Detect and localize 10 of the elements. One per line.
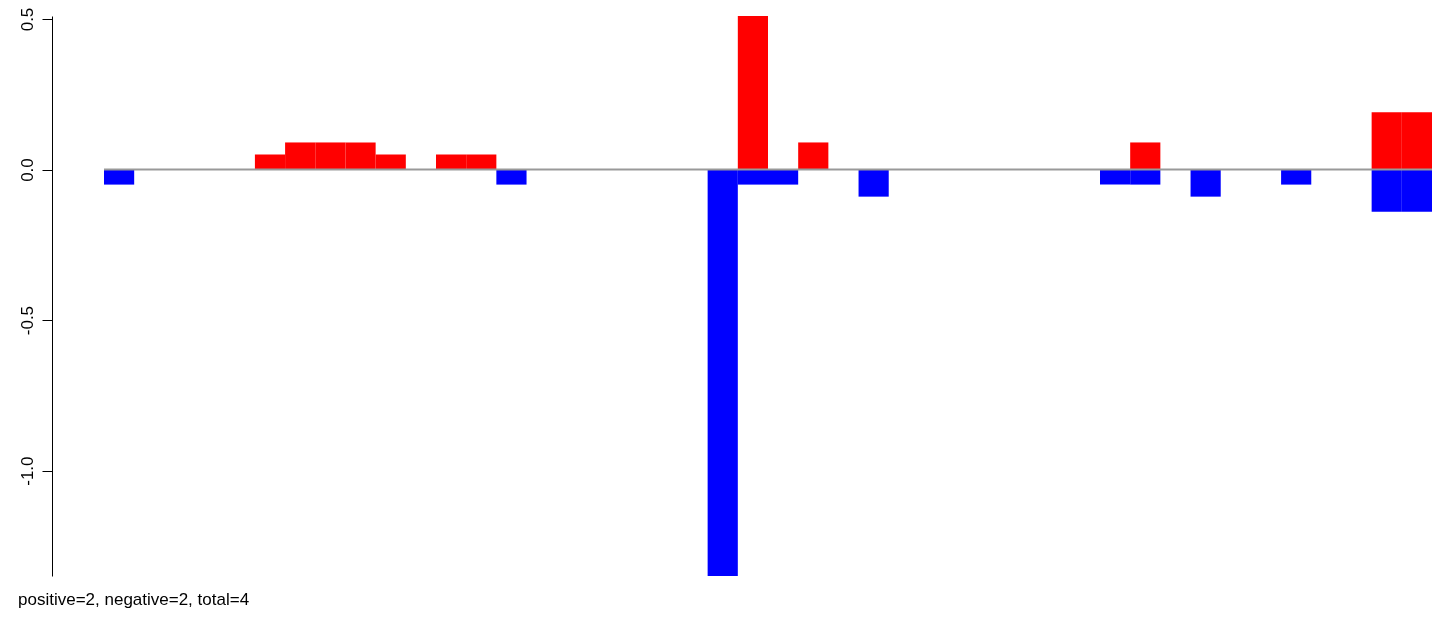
bar <box>737 16 768 170</box>
text: positive=2, negative=2, total=4 <box>18 590 250 609</box>
bar <box>1130 142 1161 170</box>
bar <box>798 142 829 170</box>
bar <box>858 169 889 197</box>
bar <box>1190 169 1221 197</box>
y-tick-label: -1.0 <box>17 456 37 486</box>
y-tick-label: -0.5 <box>17 305 37 336</box>
y-tick-label: 0.5 <box>17 7 37 32</box>
y-tick-label: 0.0 <box>17 158 37 182</box>
